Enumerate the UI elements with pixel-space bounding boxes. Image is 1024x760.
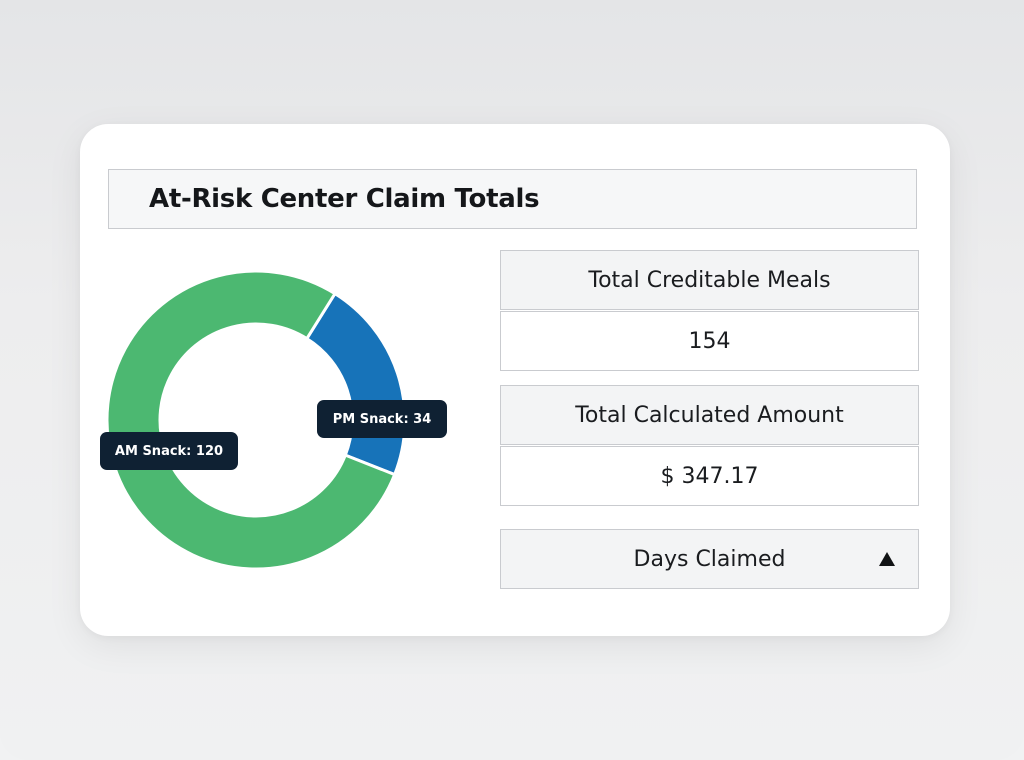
total-creditable-meals-value: 154 bbox=[500, 311, 919, 371]
donut-chart: PM Snack: 34 AM Snack: 120 bbox=[80, 124, 950, 636]
pm-snack-label: PM Snack: 34 bbox=[317, 400, 447, 438]
pm-snack-slice bbox=[304, 291, 407, 477]
triangle-up-icon[interactable] bbox=[879, 552, 895, 566]
am-snack-label: AM Snack: 120 bbox=[100, 432, 238, 470]
days-claimed-toggle[interactable]: Days Claimed bbox=[500, 529, 919, 589]
panel-title: At-Risk Center Claim Totals bbox=[149, 184, 540, 214]
claim-totals-card: At-Risk Center Claim Totals PM Snack: 34… bbox=[80, 124, 950, 636]
days-claimed-label: Days Claimed bbox=[633, 546, 786, 572]
total-calculated-amount-label: Total Calculated Amount bbox=[500, 385, 919, 445]
panel-header: At-Risk Center Claim Totals bbox=[108, 169, 917, 229]
am-snack-slice bbox=[105, 269, 397, 571]
total-calculated-amount-value: $ 347.17 bbox=[500, 446, 919, 506]
total-creditable-meals-label: Total Creditable Meals bbox=[500, 250, 919, 310]
